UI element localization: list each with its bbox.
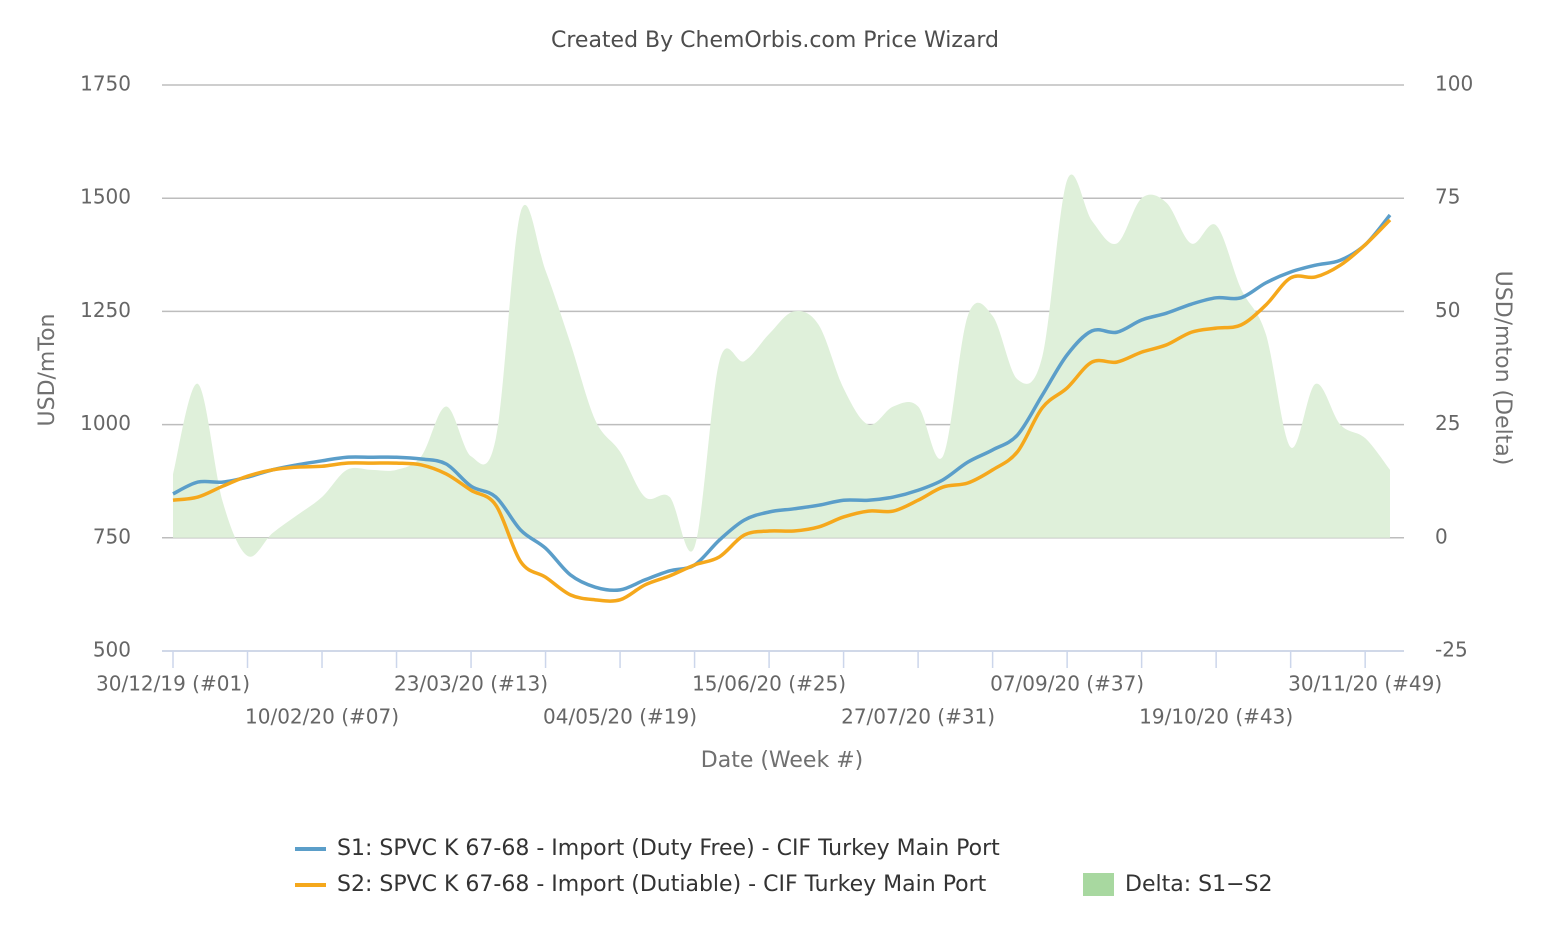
y2-tick-label: 50 — [1435, 298, 1460, 322]
y2-tick-label: 75 — [1435, 185, 1460, 209]
x-tick-label: 10/02/20 (#07) — [245, 705, 399, 729]
y-tick-label: 1750 — [80, 72, 131, 96]
y-tick-label: 1000 — [80, 411, 131, 435]
legend-label: S1: SPVC K 67-68 - Import (Duty Free) - … — [337, 836, 1000, 861]
y2-tick-label: 0 — [1435, 524, 1448, 548]
line-series — [172, 213, 1392, 593]
x-tick-label: 23/03/20 (#13) — [394, 672, 548, 696]
lines — [172, 213, 1392, 603]
legend-label: S2: SPVC K 67-68 - Import (Dutiable) - C… — [337, 872, 987, 897]
y-axis-title: USD/mTon — [35, 314, 60, 427]
x-tick-label: 19/10/20 (#43) — [1139, 705, 1293, 729]
x-tick-label: 30/11/20 (#49) — [1288, 672, 1442, 696]
y-tick-label: 500 — [93, 638, 131, 662]
area-series — [173, 174, 1390, 557]
chart-title: Created By ChemOrbis.com Price Wizard — [551, 28, 999, 53]
line-series — [172, 218, 1392, 603]
areas — [173, 174, 1390, 557]
y2-tick-label: 25 — [1435, 411, 1460, 435]
y2-axis-title: USD/mton (Delta) — [1490, 271, 1515, 466]
x-tick-label: 30/12/19 (#01) — [96, 672, 250, 696]
x-tick-label: 15/06/20 (#25) — [692, 672, 846, 696]
x-tick-label: 27/07/20 (#31) — [841, 705, 995, 729]
legend-swatch — [1083, 873, 1114, 896]
y2-tick-label: 100 — [1435, 72, 1473, 96]
y2-tick-label: -25 — [1435, 638, 1468, 662]
x-tick-label: 07/09/20 (#37) — [990, 672, 1144, 696]
y-tick-label: 1250 — [80, 298, 131, 322]
x-tick-label: 04/05/20 (#19) — [543, 705, 697, 729]
legend-label: Delta: S1−S2 — [1125, 872, 1272, 897]
x-axis-title: Date (Week #) — [701, 748, 863, 773]
y-tick-label: 750 — [93, 524, 131, 548]
y-tick-label: 1500 — [80, 185, 131, 209]
